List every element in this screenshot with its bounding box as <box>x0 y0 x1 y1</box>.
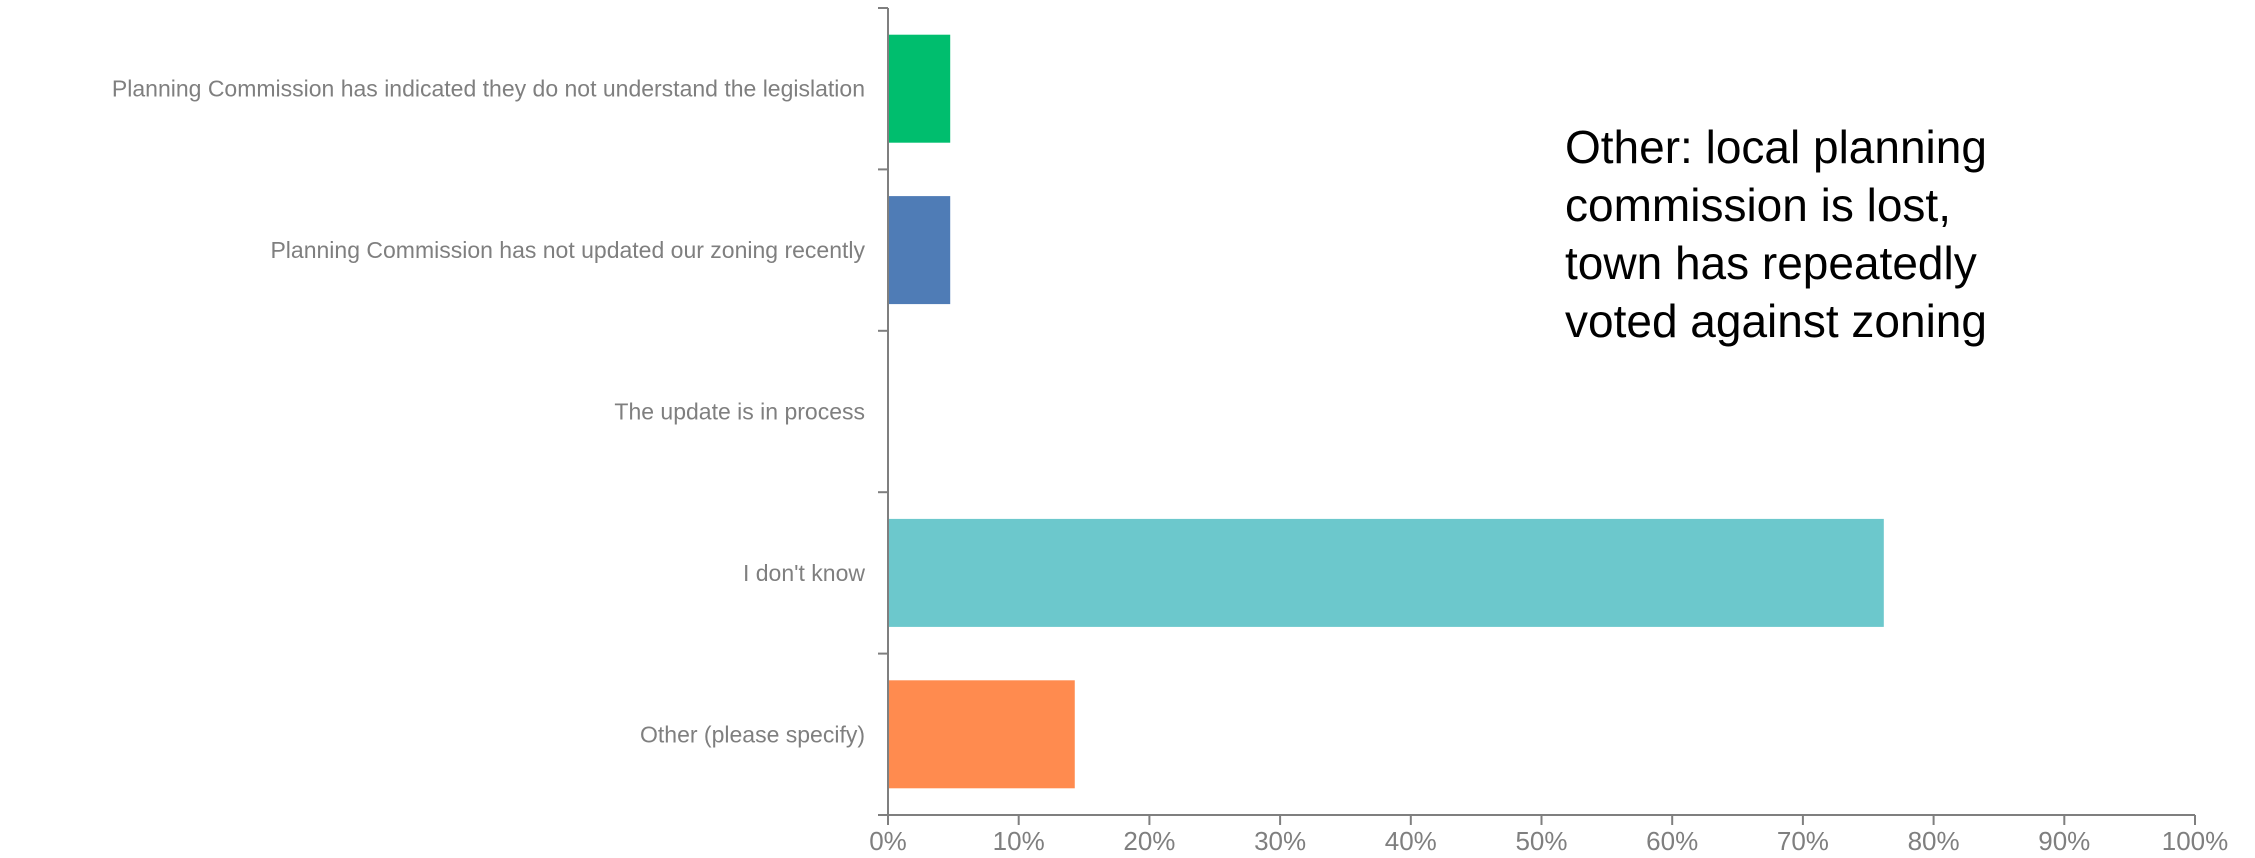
x-tick-label-6: 60% <box>1646 826 1698 856</box>
x-tick-label-8: 80% <box>1908 826 1960 856</box>
bar-1 <box>888 34 951 143</box>
x-tick-label-5: 50% <box>1515 826 1567 856</box>
category-label-4: I don't know <box>743 560 865 586</box>
category-label-2: Planning Commission has not updated our … <box>270 237 865 263</box>
axes-group <box>878 7 2196 825</box>
x-tick-label-7: 70% <box>1777 826 1829 856</box>
x-tick-label-2: 20% <box>1123 826 1175 856</box>
bar-2 <box>888 196 951 305</box>
x-tick-label-9: 90% <box>2038 826 2090 856</box>
bar-5 <box>888 680 1075 789</box>
x-tick-label-3: 30% <box>1254 826 1306 856</box>
x-tick-label-10: 100% <box>2162 826 2229 856</box>
x-tick-labels-group: 0% 10% 20% 30% 40% 50% 60% 70% 80% 90% 100% <box>869 826 2228 856</box>
bars-group <box>888 34 1884 789</box>
x-tick-label-4: 40% <box>1385 826 1437 856</box>
annotation-text: Other: local planning commission is lost… <box>1565 121 1987 347</box>
category-label-5: Other (please specify) <box>640 721 865 747</box>
bar-4 <box>888 518 1884 627</box>
category-labels-group: Planning Commission has indicated they d… <box>112 76 866 748</box>
x-tick-label-0: 0% <box>869 826 907 856</box>
x-tick-label-1: 10% <box>993 826 1045 856</box>
category-label-3: The update is in process <box>614 399 865 425</box>
category-label-1: Planning Commission has indicated they d… <box>112 76 865 102</box>
